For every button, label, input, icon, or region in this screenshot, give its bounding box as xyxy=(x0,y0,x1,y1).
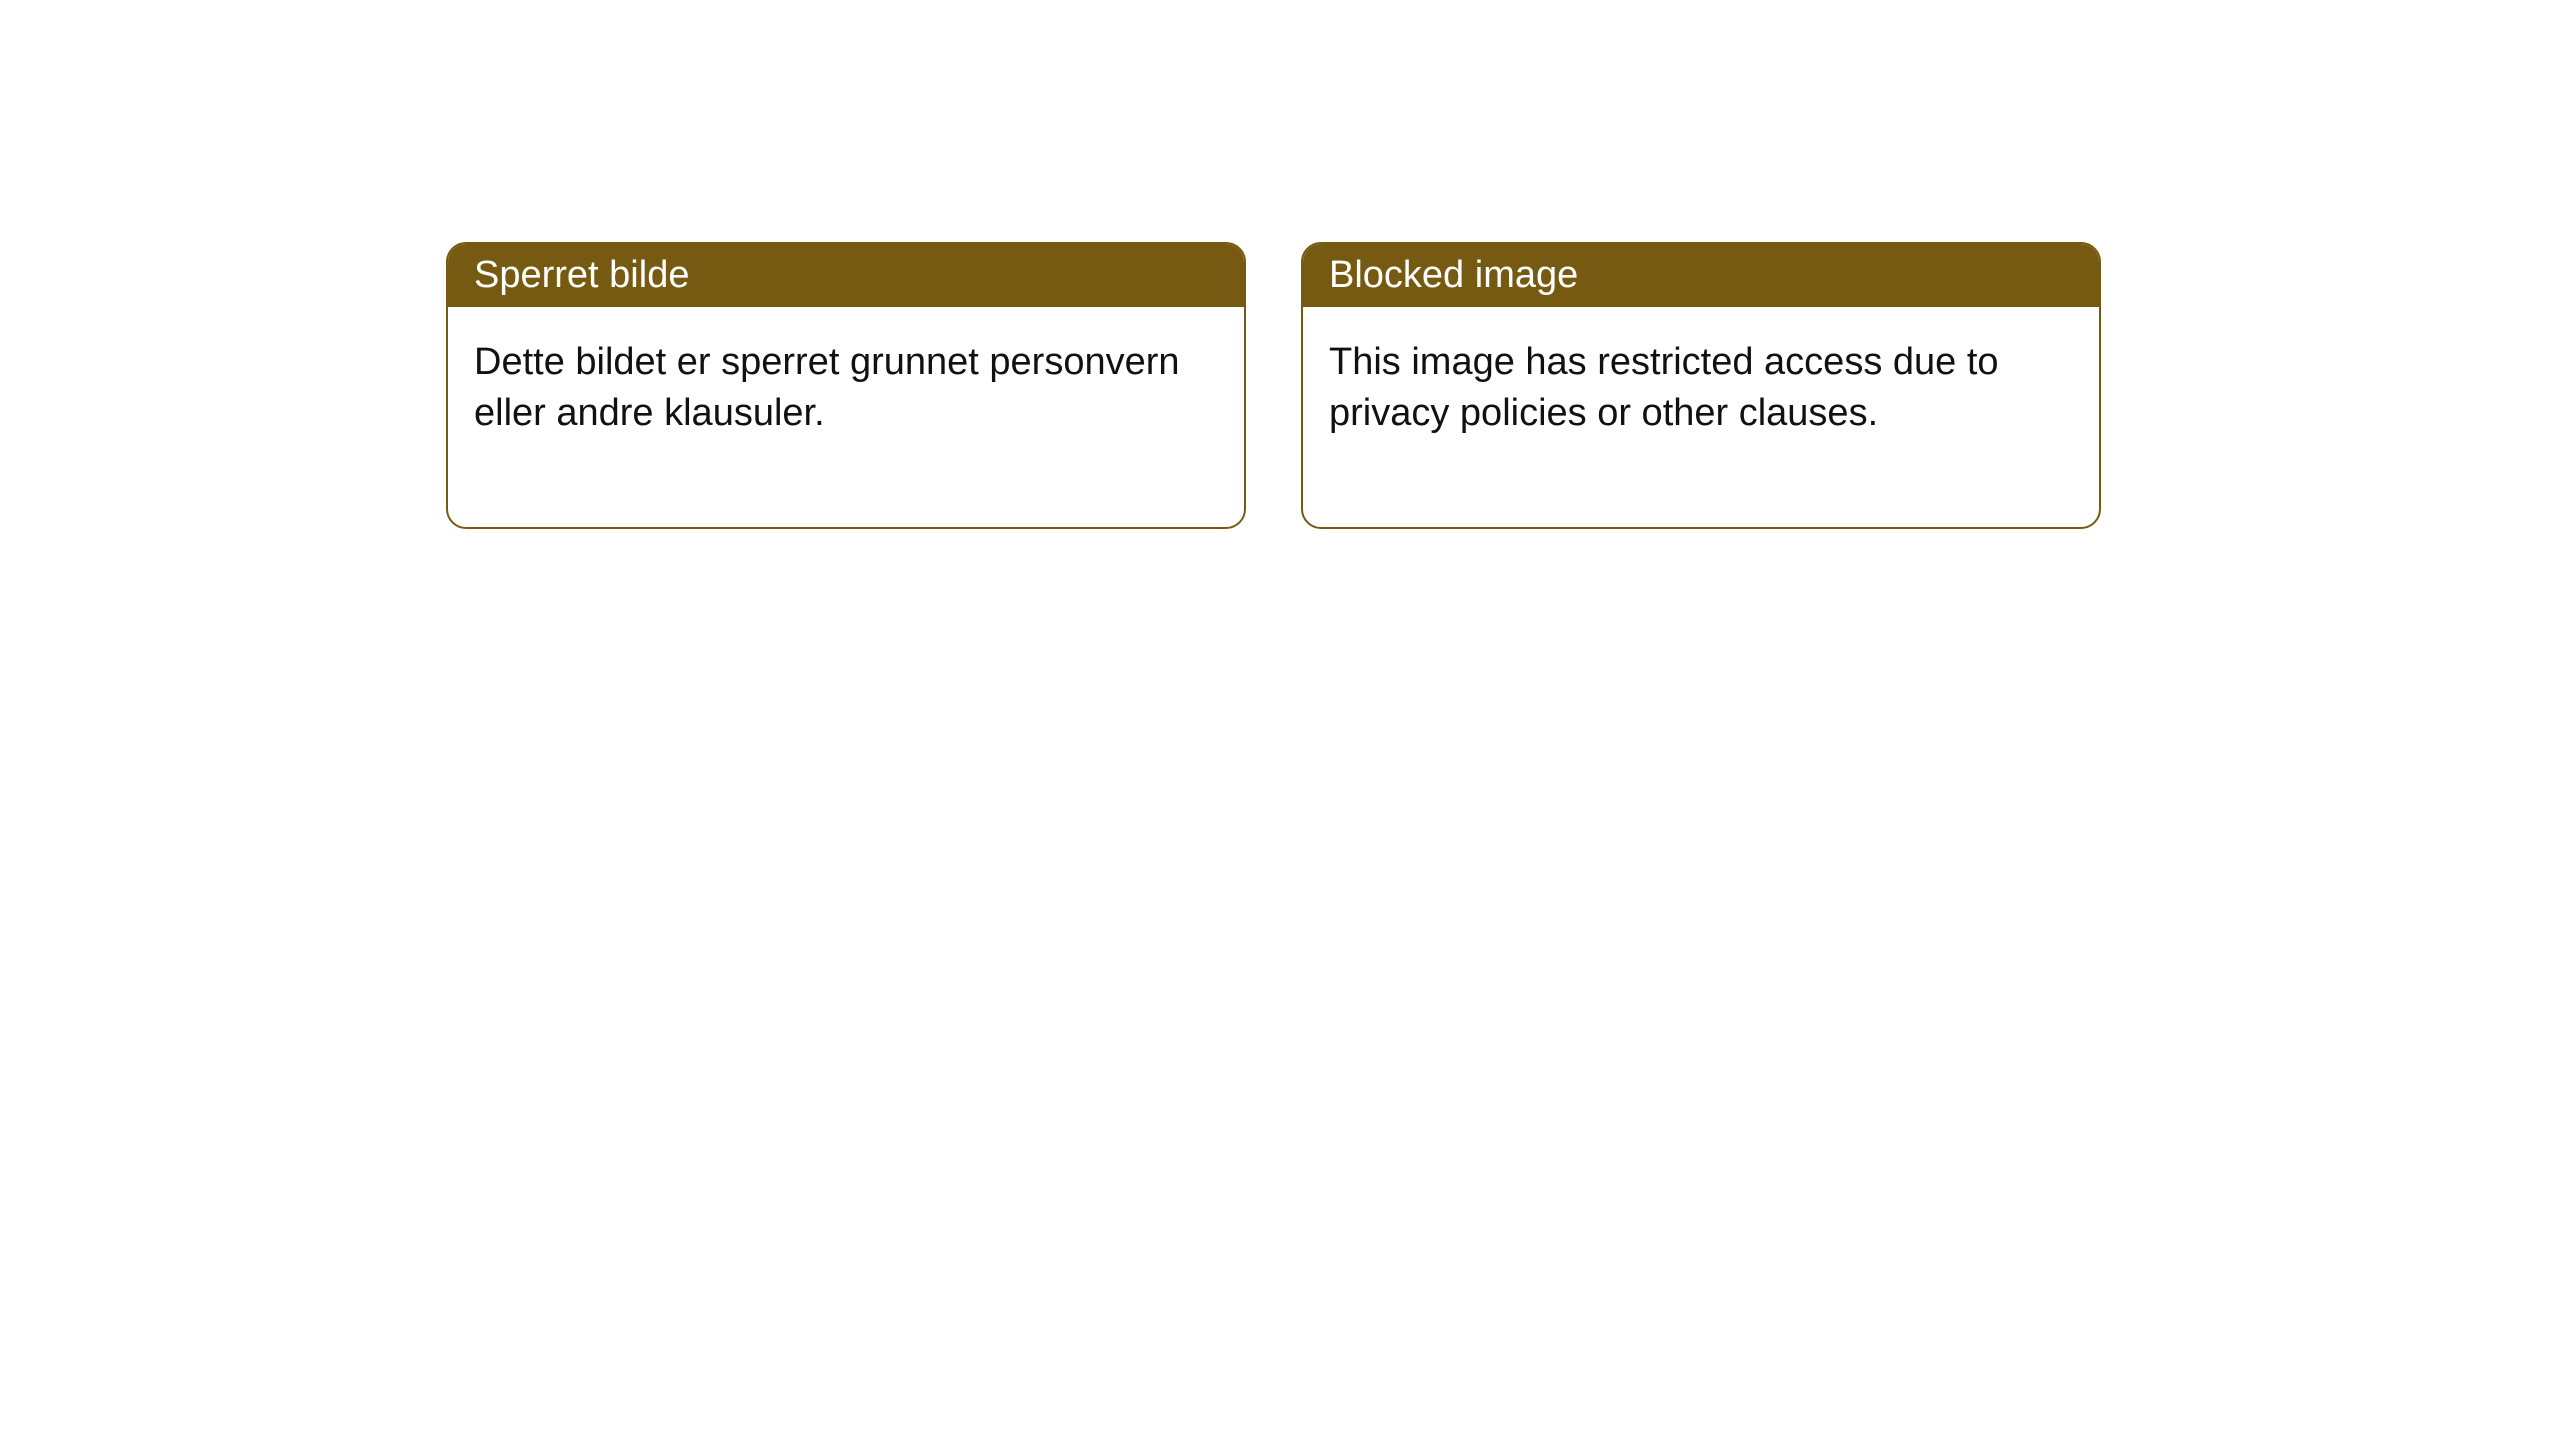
notice-body: Dette bildet er sperret grunnet personve… xyxy=(448,307,1244,527)
notice-container: Sperret bilde Dette bildet er sperret gr… xyxy=(0,0,2560,529)
notice-body: This image has restricted access due to … xyxy=(1303,307,2099,527)
notice-title: Blocked image xyxy=(1303,244,2099,307)
notice-card-english: Blocked image This image has restricted … xyxy=(1301,242,2101,529)
notice-title: Sperret bilde xyxy=(448,244,1244,307)
notice-card-norwegian: Sperret bilde Dette bildet er sperret gr… xyxy=(446,242,1246,529)
